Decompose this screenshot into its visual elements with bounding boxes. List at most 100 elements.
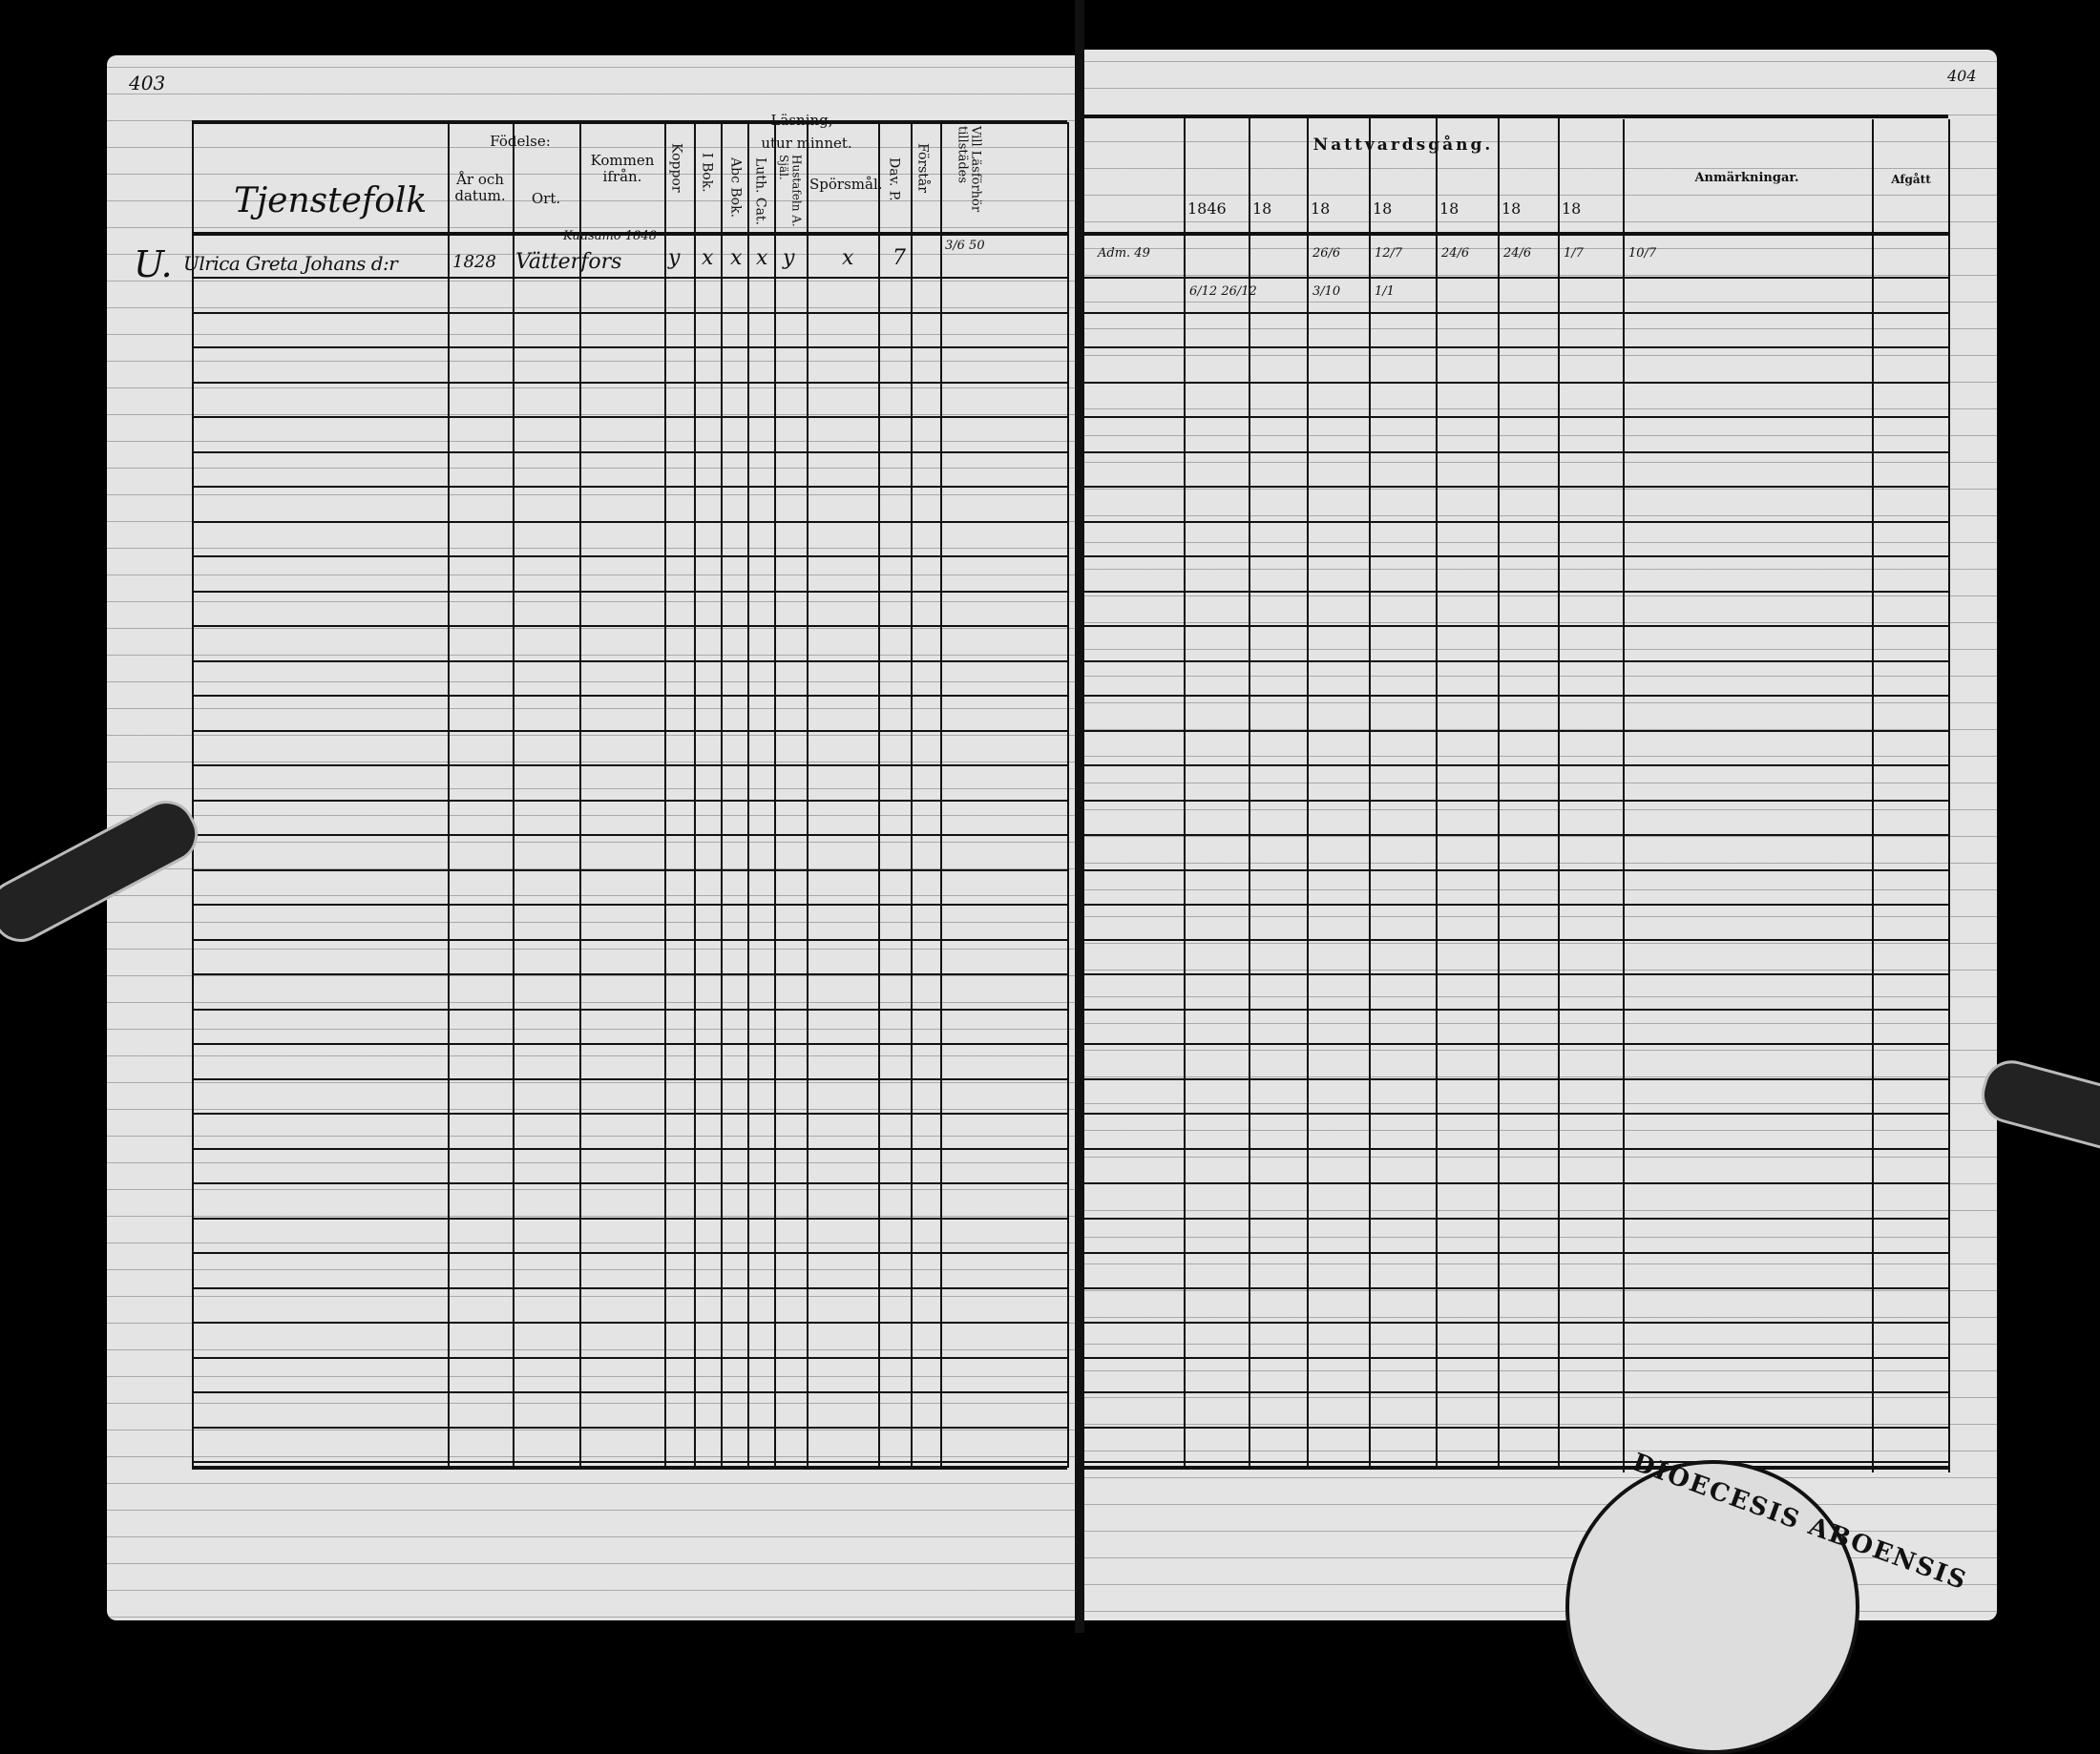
row-rule [192,1217,1067,1220]
column-divider [878,122,880,1468]
header-rule [1076,232,1948,236]
communion-date: 12/7 [1375,246,1403,261]
header-fodelse: Födelse: [490,133,551,150]
row-rule [1076,486,1948,488]
year-header: 18 [1562,199,1582,218]
book-spine [1075,0,1084,1633]
row-rule [192,973,1067,975]
header-abc-bok: Abc Bok. [727,157,744,219]
row-rule [1076,764,1948,766]
row-rule [1076,938,1948,941]
row-rule [192,520,1067,523]
column-divider [1369,115,1371,1468]
header-ar-och-datum: År och datum. [454,171,506,204]
header-ort: Ort. [531,190,561,207]
column-divider [1558,115,1560,1468]
entry-admission: Adm. 49 [1098,246,1150,261]
row-rule [1076,1356,1948,1359]
header-nattvardsgang: Nattvardsgång. [1312,136,1494,155]
row-rule [192,1147,1067,1150]
column-divider [448,122,450,1468]
row-rule [1076,520,1948,523]
row-rule [1076,1113,1948,1115]
row-rule [1076,277,1948,279]
reading-mark: 7 [892,246,906,270]
entry-came-from: Kuusamo 1848 [563,229,657,243]
row-rule [192,904,1067,906]
reading-mark: x [730,246,743,270]
entry-note: 3/6 50 [945,239,985,253]
entry-marker: U. [134,243,173,285]
row-rule [192,486,1067,488]
row-rule [192,1426,1067,1429]
row-rule [192,625,1067,627]
year-header: 1846 [1187,199,1227,218]
row-rule [1076,1077,1948,1080]
column-divider [940,122,942,1468]
header-vill-lasforhor: Vill Läsförhör tillstädes [955,126,983,213]
row-rule [192,1182,1067,1184]
row-rule [1076,1008,1948,1011]
communion-date: 24/6 [1441,246,1470,261]
header-luth-cat: Luth. Cat. [752,157,768,225]
row-rule [1076,1217,1948,1220]
header-hustafeln: Hustafeln A. Själ. [777,155,804,227]
row-rule [1076,834,1948,836]
row-rule [192,659,1067,662]
entry-place: Vätterfors [515,250,622,274]
column-divider [807,122,808,1468]
header-utur-minnet: utur minnet. [761,135,852,152]
row-rule [1076,973,1948,975]
row-rule [1076,1461,1948,1463]
row-rule [1076,450,1948,453]
row-rule [192,1043,1067,1045]
left-page [107,55,1079,1620]
column-divider [1623,119,1625,1472]
row-rule [192,764,1067,766]
column-divider [192,122,194,1468]
row-rule [1076,1426,1948,1429]
header-rule [192,120,1067,124]
row-rule [192,1391,1067,1393]
header-rule [192,232,1067,236]
communion-date: 1/7 [1564,246,1584,261]
row-rule [192,938,1067,941]
row-rule [192,1252,1067,1254]
table-bottom [1076,1466,1948,1470]
communion-date: 26/6 [1312,246,1341,261]
row-rule [1076,1322,1948,1324]
page-number-left: 403 [129,72,166,94]
row-rule [192,450,1067,453]
row-rule [1076,555,1948,557]
reading-mark: x [702,246,714,270]
row-rule [1076,799,1948,802]
column-divider [694,122,696,1468]
reading-mark: y [783,246,795,270]
row-rule [1076,904,1948,906]
column-divider [911,122,913,1468]
year-header: 18 [1311,199,1331,218]
row-rule [192,416,1067,418]
column-divider [721,122,723,1468]
row-rule [192,1356,1067,1359]
row-rule [192,1461,1067,1463]
row-rule [192,1008,1067,1011]
year-header: 18 [1373,199,1393,218]
row-rule [1076,590,1948,593]
row-rule [192,1113,1067,1115]
column-divider [774,122,776,1468]
column-divider [1249,115,1250,1468]
section-title: Tjenstefolk [234,181,428,220]
column-divider [747,122,749,1468]
row-rule [192,346,1067,348]
row-rule [192,555,1067,557]
header-kommen-ifran: Kommen ifrån. [590,152,655,185]
row-rule [1076,1391,1948,1393]
row-rule [1076,729,1948,732]
column-divider [513,122,514,1468]
column-divider [1872,119,1874,1472]
row-rule [1076,346,1948,348]
row-rule [1076,659,1948,662]
row-rule [192,381,1067,384]
column-divider [1076,115,1078,1468]
